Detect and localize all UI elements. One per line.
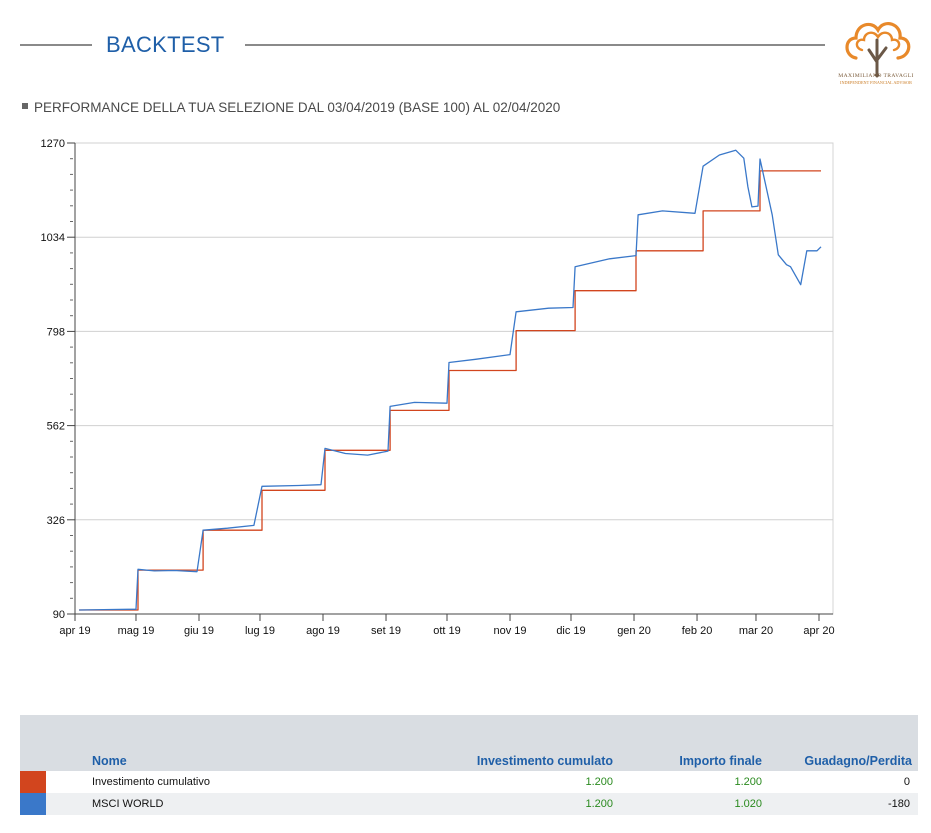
logo-name: MAXIMILIANO TRAVAGLI	[838, 73, 914, 79]
row-final: 1.200	[734, 776, 762, 788]
summary-table: Nome Investimento cumulato Importo final…	[20, 715, 918, 815]
x-tick-label: ott 19	[433, 625, 461, 637]
x-tick-label: mar 20	[739, 625, 773, 637]
page-title: BACKTEST	[106, 32, 225, 57]
x-tick-label: ago 19	[306, 625, 340, 637]
series-line	[79, 170, 821, 611]
x-tick-label: apr 19	[59, 625, 90, 637]
header-rule-right	[245, 44, 825, 46]
x-tick-label: nov 19	[494, 625, 527, 637]
y-tick-label: 1270	[41, 138, 65, 150]
table-row: Investimento cumulativo 1.200 1.200 0	[20, 771, 918, 793]
row-gain: 0	[903, 776, 910, 788]
plot-frame	[74, 142, 834, 615]
col-header-name: Nome	[92, 754, 127, 768]
x-tick-label: gen 20	[617, 625, 651, 637]
table-header: Nome Investimento cumulato Importo final…	[20, 715, 918, 771]
chart-subtitle-text: PERFORMANCE DELLA TUA SELEZIONE DAL 03/0…	[34, 100, 561, 115]
y-tick-label: 90	[53, 609, 65, 621]
x-tick-label: apr 20	[803, 625, 834, 637]
page-header: BACKTEST MAXIMILIANO TRAVAGLI INDEPENDEN…	[0, 0, 931, 95]
y-tick-label: 798	[47, 326, 65, 338]
col-header-invest: Investimento cumulato	[476, 754, 613, 768]
row-final: 1.020	[734, 798, 762, 810]
tree-logo-icon	[845, 21, 911, 78]
series-color-swatch	[20, 793, 46, 815]
bullet-icon	[22, 103, 28, 110]
logo-text: MAXIMILIANO TRAVAGLI INDEPENDENT FINANCI…	[828, 73, 924, 85]
y-tick-label: 326	[47, 515, 65, 527]
x-tick-label: mag 19	[118, 625, 155, 637]
x-tick-label: lug 19	[245, 625, 275, 637]
series-line	[79, 149, 822, 611]
table-row: MSCI WORLD 1.200 1.020 -180	[20, 793, 918, 815]
series-color-swatch	[20, 771, 46, 793]
row-invest: 1.200	[585, 776, 613, 788]
header-rule-left	[20, 44, 92, 46]
x-tick-label: set 19	[371, 625, 401, 637]
col-header-final: Importo finale	[679, 754, 762, 768]
x-tick-label: dic 19	[556, 625, 585, 637]
logo-subtitle: INDEPENDENT FINANCIAL ADVISOR	[840, 80, 912, 85]
x-tick-label: feb 20	[682, 625, 713, 637]
chart-subtitle: PERFORMANCE DELLA TUA SELEZIONE DAL 03/0…	[22, 100, 560, 115]
x-tick-label: giu 19	[184, 625, 214, 637]
performance-chart: 90 326 562 798 1034 1270 apr 19 mag 19 giu 19 lug…	[41, 138, 835, 637]
row-gain: -180	[887, 798, 910, 810]
y-tick-label: 1034	[41, 232, 65, 244]
row-name: MSCI WORLD	[92, 798, 164, 810]
col-header-gain: Guadagno/Perdita	[804, 754, 912, 768]
row-name: Investimento cumulativo	[92, 776, 210, 788]
y-tick-label: 562	[47, 421, 65, 433]
row-invest: 1.200	[585, 798, 613, 810]
